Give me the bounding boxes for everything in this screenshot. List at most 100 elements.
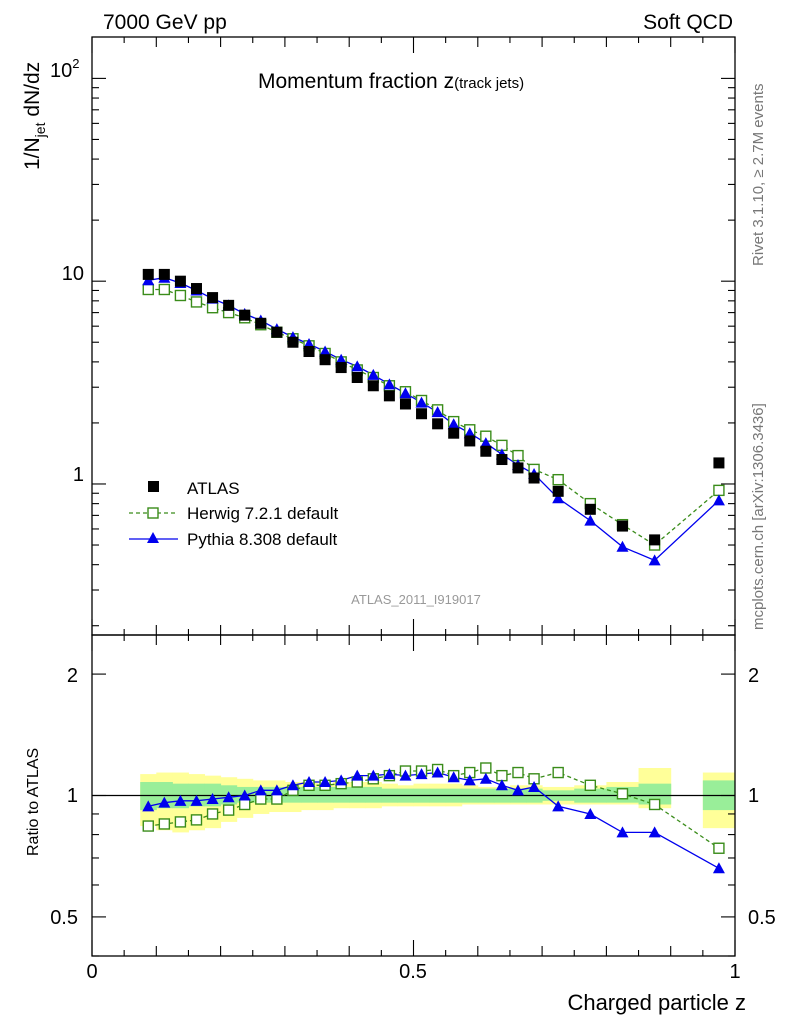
herwig-ratio-point <box>271 793 283 805</box>
main-tick-label-100: 102 <box>50 56 79 82</box>
herwig-point <box>142 283 154 296</box>
pythia-ratio-point <box>616 826 629 838</box>
legend-atlas-label: ATLAS <box>187 479 240 498</box>
mcplots-side-label: mcplots.cern.ch [arXiv:1306.3436] <box>750 403 767 630</box>
pythia-point <box>616 540 629 552</box>
herwig-line <box>148 288 720 546</box>
pythia-point <box>584 514 597 526</box>
herwig-ratio-point <box>206 808 219 820</box>
herwig-point <box>158 283 171 296</box>
pythia-ratio-point <box>552 800 565 812</box>
pythia-ratio-point <box>142 800 155 812</box>
atlas-point <box>335 362 347 374</box>
pythia-ratio-point <box>399 769 412 781</box>
herwig-ratio-point <box>713 842 725 854</box>
pythia-ratio-point <box>335 774 348 786</box>
herwig-ratio-point <box>584 779 597 791</box>
pythia-point <box>415 396 428 408</box>
atlas-point <box>480 445 492 457</box>
herwig-ratio-point <box>496 769 508 782</box>
pythia-ratio-point <box>415 768 428 780</box>
atlas-point <box>584 503 596 515</box>
pythia-ratio-point <box>303 776 316 788</box>
pythia-ratio-point <box>584 807 597 819</box>
herwig-ratio-point <box>255 793 267 805</box>
pythia-point <box>648 554 661 566</box>
atlas-point <box>464 435 476 447</box>
main-tick-label-10: 10 <box>62 263 84 285</box>
herwig-ratio-point <box>142 820 154 832</box>
pythia-point <box>383 378 396 390</box>
pythia-ratio-point <box>222 791 235 803</box>
atlas-point <box>255 317 267 329</box>
legend-herwig-label: Herwig 7.2.1 default <box>187 504 338 523</box>
ratio-band-inner <box>365 786 382 803</box>
ratio-panel <box>92 762 736 874</box>
legend-pythia-marker <box>147 532 159 543</box>
herwig-ratio-point <box>222 804 235 816</box>
pythia-ratio-point <box>190 794 203 806</box>
ratio-tick-label-2-right: 2 <box>748 665 759 687</box>
header-right: Soft QCD <box>643 11 733 34</box>
pythia-ratio-point <box>158 796 171 808</box>
legend: ATLAS Herwig 7.2.1 default Pythia 8.308 … <box>129 479 338 549</box>
atlas-point <box>649 534 661 546</box>
main-tick-100-exp: 2 <box>72 56 79 71</box>
herwig-ratio-point <box>512 766 524 779</box>
ratio-band-inner <box>333 786 350 803</box>
herwig-ratio-point <box>190 814 203 826</box>
pythia-ratio-point <box>528 780 541 792</box>
atlas-point <box>383 390 395 402</box>
atlas-point <box>616 520 628 532</box>
ratio-band-inner <box>349 786 366 803</box>
pythia-ratio-point <box>367 769 380 781</box>
ratio-tick-label-1: 1 <box>67 785 78 807</box>
pythia-ratio-point <box>286 779 299 791</box>
atlas-point <box>432 418 444 430</box>
ratio-tick-label-1-right: 1 <box>748 785 759 807</box>
atlas-point <box>319 354 331 366</box>
herwig-point <box>713 484 725 497</box>
herwig-ratio-point <box>158 818 171 830</box>
atlas-point <box>223 299 235 311</box>
pythia-point <box>447 418 460 430</box>
rivet-side-label: Rivet 3.1.10, ≥ 2.7M events <box>750 84 767 267</box>
atlas-point <box>416 408 428 420</box>
ratio-y-axis-label: Ratio to ATLAS <box>25 748 42 856</box>
main-y-label-prefix: 1/N <box>21 137 44 170</box>
plot-title-sub: (track jets) <box>454 75 524 92</box>
pythia-point <box>399 387 412 399</box>
pythia-point <box>463 427 476 439</box>
pythia-ratio-point <box>174 794 187 806</box>
x-tick-label-05: 0.5 <box>399 961 427 983</box>
legend-atlas-marker <box>148 481 159 492</box>
pythia-ratio-point <box>479 772 492 784</box>
pythia-ratio-point <box>206 793 219 805</box>
herwig-ratio-point <box>648 798 661 811</box>
atlas-point <box>552 485 564 497</box>
atlas-point <box>207 292 219 304</box>
atlas-point <box>287 336 299 348</box>
main-y-label-suffix: dN/dz <box>21 62 44 123</box>
herwig-ratio-point <box>616 788 629 800</box>
pythia-ratio-point <box>495 779 508 791</box>
ratio-tick-label-05-right: 0.5 <box>748 907 776 929</box>
atlas-point <box>271 326 283 338</box>
herwig-point <box>206 302 219 314</box>
main-tick-label-1: 1 <box>73 464 84 486</box>
x-axis-label: Charged particle z <box>567 990 746 1015</box>
herwig-point <box>174 289 187 302</box>
plot-title: Momentum fraction z(track jets) <box>258 70 524 93</box>
x-tick-label-0: 0 <box>86 961 97 983</box>
pythia-ratio-point <box>431 766 444 778</box>
pythia-ratio-point <box>270 784 283 796</box>
main-panel <box>142 268 725 566</box>
main-y-label-sub: jet <box>32 122 48 138</box>
pythia-ratio-point <box>712 862 725 874</box>
atlas-point <box>142 268 154 280</box>
pythia-ratio-point <box>254 784 267 796</box>
atlas-point <box>512 462 524 474</box>
atlas-point <box>528 472 540 484</box>
axis-ticks <box>91 37 736 957</box>
